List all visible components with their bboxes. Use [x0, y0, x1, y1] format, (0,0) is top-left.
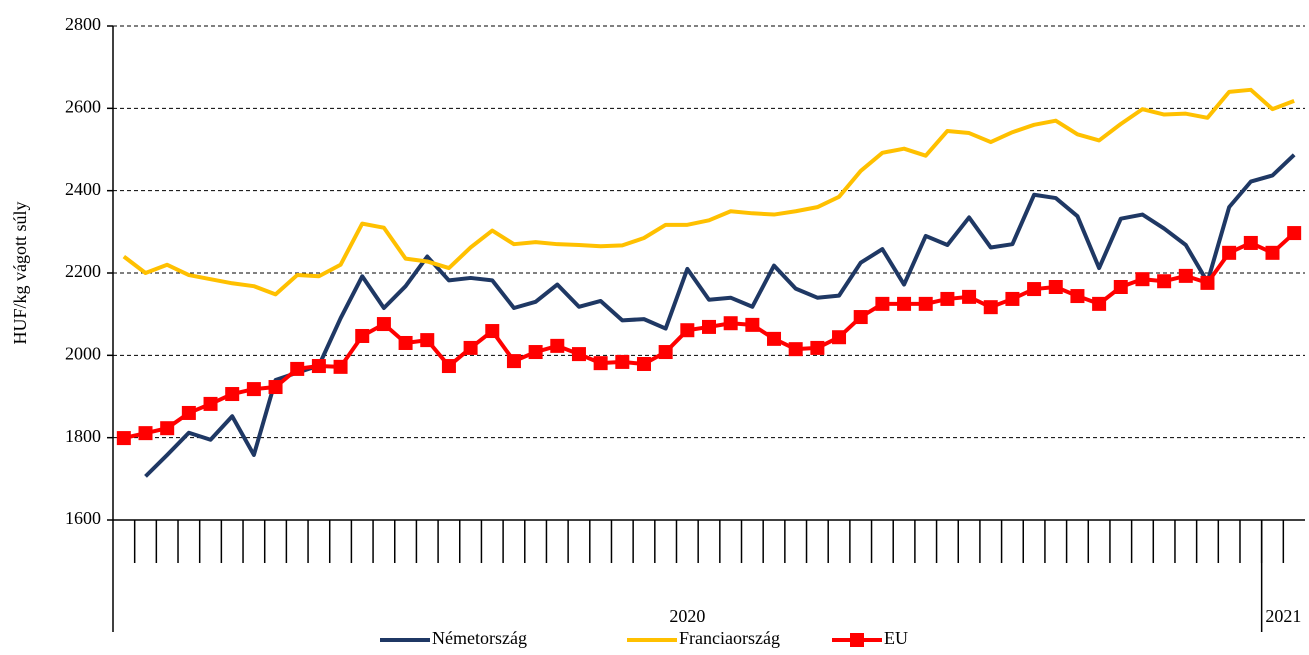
y-tick-label: 2800 [65, 14, 101, 34]
series-line [144, 153, 1296, 478]
series-marker [658, 345, 673, 360]
series-marker [983, 300, 998, 315]
series-marker [1157, 274, 1172, 289]
series-marker [1113, 279, 1128, 294]
y-tick-label: 2000 [65, 343, 101, 363]
series-marker [1070, 289, 1085, 304]
series-marker [1092, 296, 1107, 311]
series-marker [702, 319, 716, 334]
series-marker [420, 333, 435, 348]
series-marker [550, 338, 565, 353]
series-marker [1027, 282, 1042, 297]
series-marker [788, 342, 803, 357]
series-marker [723, 316, 738, 331]
y-axis-label: HUF/kg vágott súly [10, 201, 30, 344]
series-marker [311, 359, 326, 374]
series-marker [853, 310, 868, 325]
series-marker [962, 289, 977, 304]
series-marker [441, 359, 456, 374]
series-marker [160, 421, 175, 436]
series-marker [333, 359, 348, 374]
series-marker [463, 340, 478, 355]
series-marker [897, 296, 912, 311]
series-marker [1178, 268, 1193, 283]
series-marker [116, 431, 131, 446]
series-marker [1243, 235, 1258, 250]
series-marker [1287, 226, 1302, 241]
series-marker [290, 361, 305, 376]
group-label: 2021 [1265, 606, 1301, 626]
series-marker [506, 354, 521, 369]
series-marker [398, 335, 413, 350]
series-marker [636, 356, 651, 371]
series-marker [1048, 279, 1063, 294]
legend-marker [850, 633, 864, 647]
y-tick-label: 2400 [65, 179, 101, 199]
series-marker [767, 331, 782, 346]
series-marker [181, 405, 196, 420]
y-tick-label: 2600 [65, 96, 101, 116]
series-marker [680, 323, 695, 338]
series-marker [246, 382, 261, 397]
series-line [123, 231, 1296, 441]
y-tick-label: 1600 [65, 508, 101, 528]
series-marker [940, 291, 955, 306]
series-marker [593, 356, 608, 371]
series-marker [810, 340, 825, 355]
series-marker [376, 317, 391, 332]
series-marker [355, 328, 370, 343]
series-marker [225, 387, 240, 402]
series-marker [832, 330, 847, 345]
series-marker [615, 354, 630, 369]
series-marker [1265, 245, 1280, 260]
series-marker [268, 380, 283, 395]
series-marker [745, 317, 760, 332]
legend-label: Franciaország [679, 628, 780, 648]
series-line [122, 87, 1295, 297]
series-marker [918, 296, 933, 311]
group-label: 2020 [669, 606, 705, 626]
series-marker [1135, 272, 1150, 287]
y-tick-label: 1800 [65, 426, 101, 446]
legend-label: EU [884, 628, 908, 648]
series-marker [1005, 291, 1020, 306]
y-tick-label: 2200 [65, 261, 101, 281]
series-marker [1222, 245, 1237, 260]
series-marker [485, 324, 500, 339]
series-marker [528, 345, 543, 360]
series-marker [138, 426, 153, 441]
legend-label: Németország [432, 628, 527, 648]
series-marker [571, 347, 586, 362]
series-marker [1200, 275, 1215, 290]
series-marker [875, 296, 890, 311]
series-marker [203, 396, 218, 411]
